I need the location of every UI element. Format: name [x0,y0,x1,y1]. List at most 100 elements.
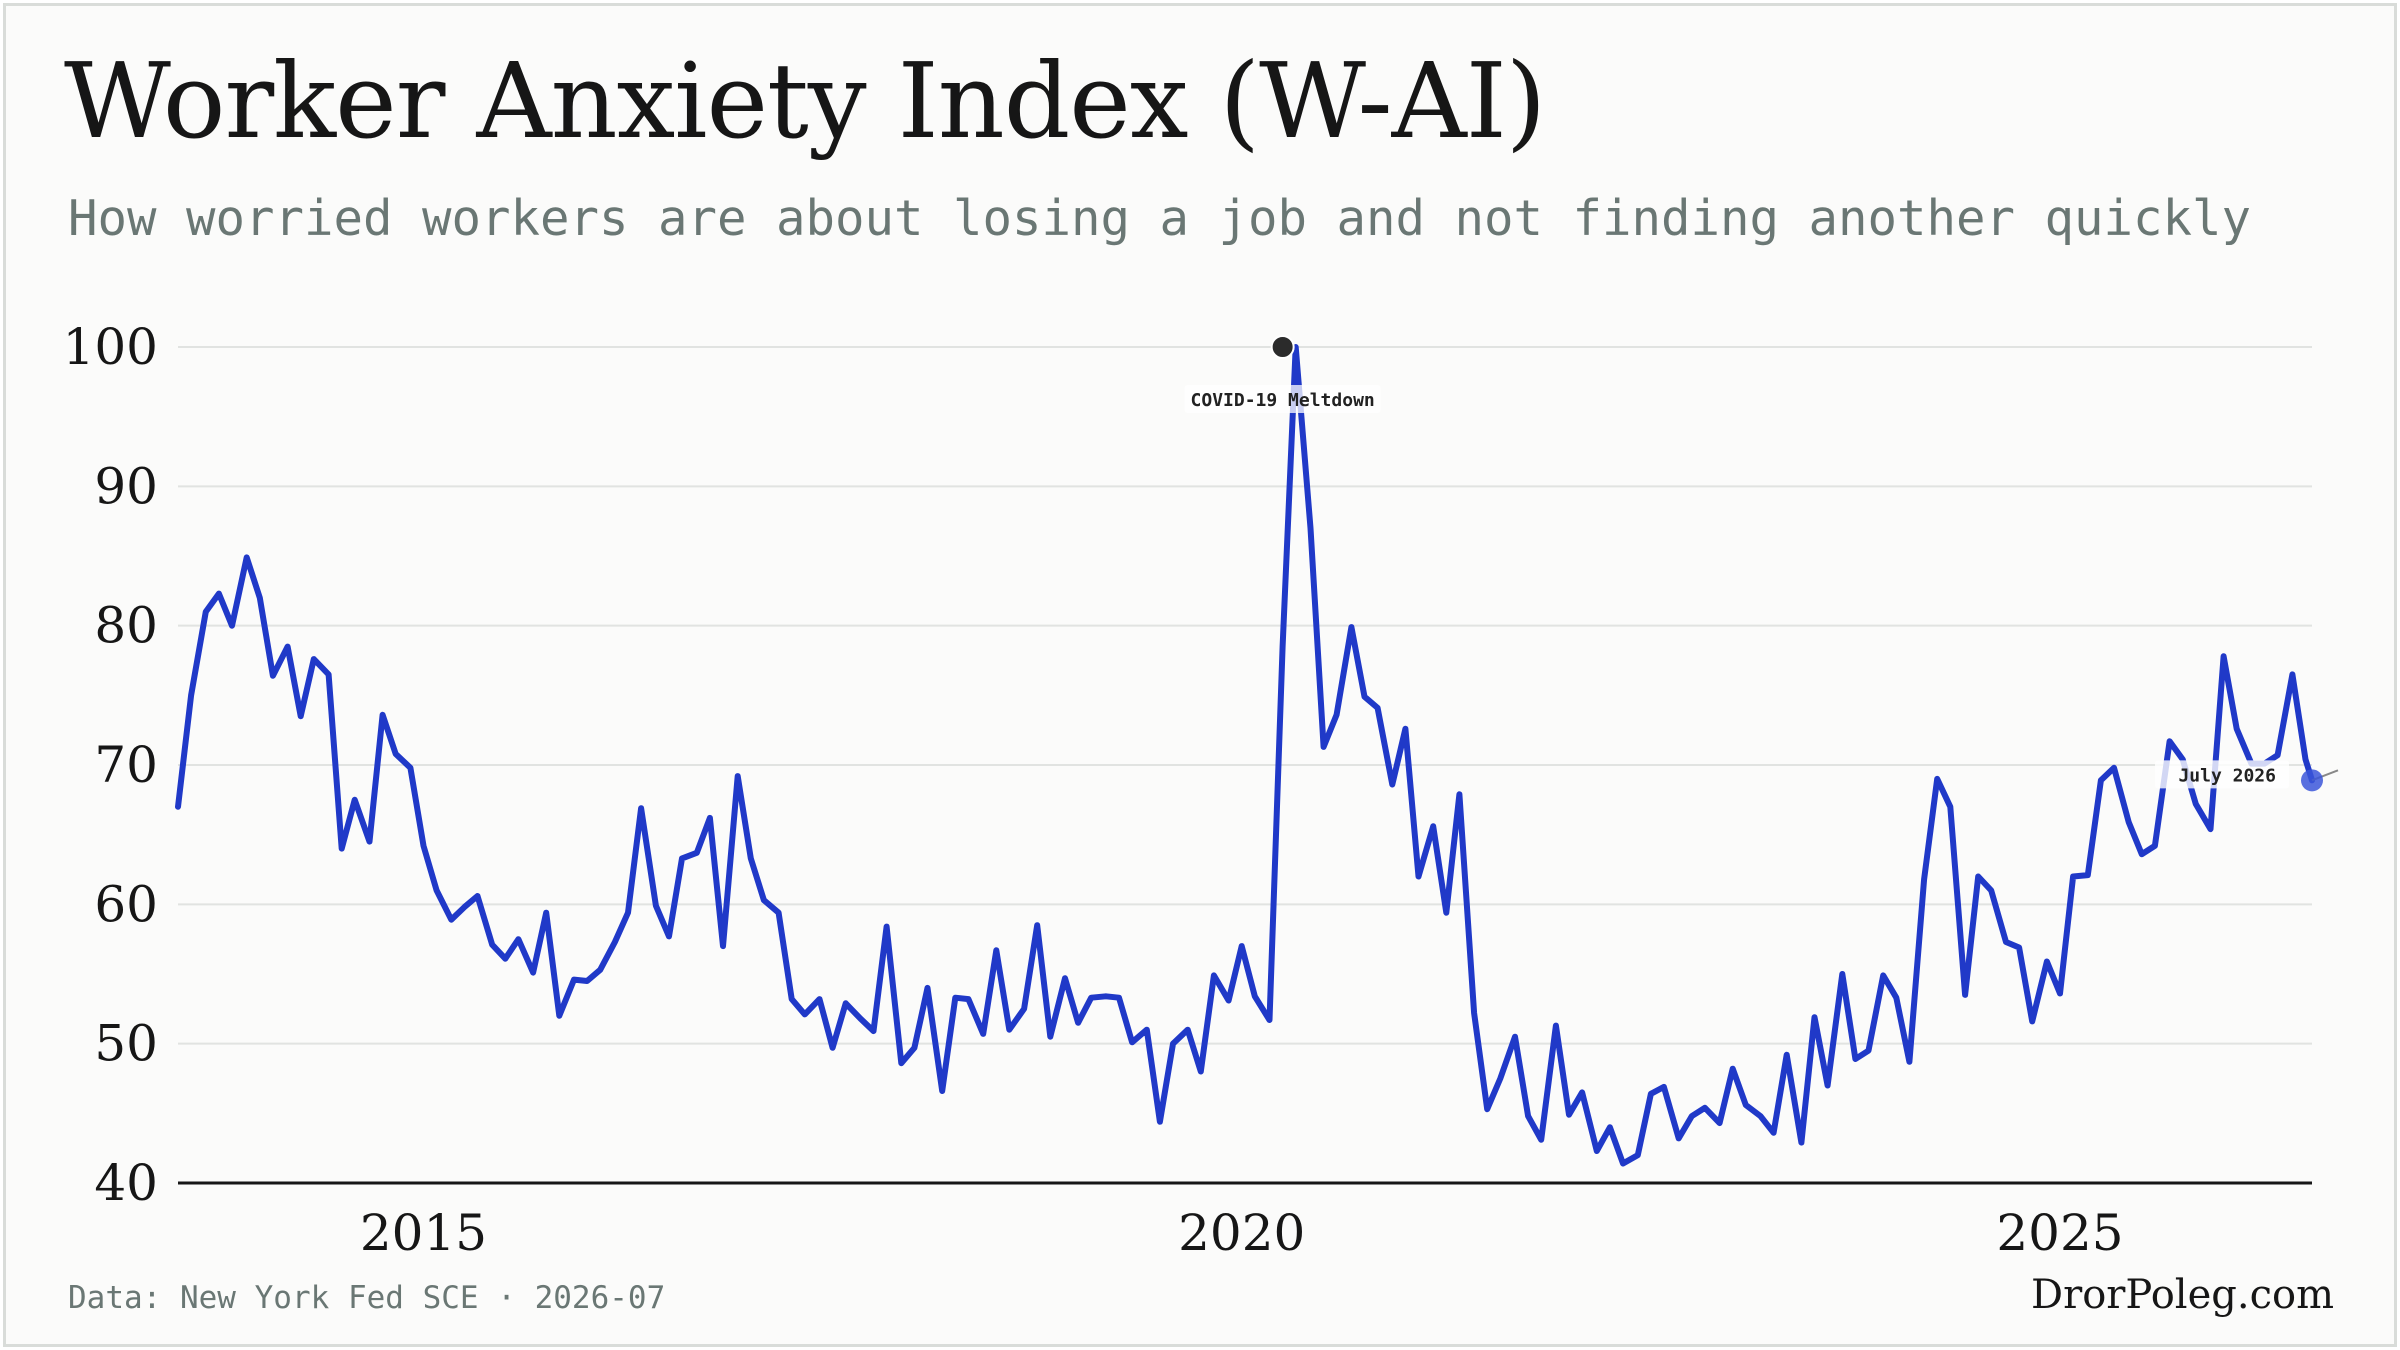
data-point [1906,1059,1912,1065]
data-point [1307,525,1313,531]
y-axis-ticks: 40 50 60 70 80 90 100 [63,318,158,1212]
data-point [939,1088,945,1094]
data-point [612,939,618,945]
data-point [1607,1124,1613,1130]
data-point [980,1031,986,1037]
data-point [857,1016,863,1022]
data-point [366,839,372,845]
data-point [1512,1034,1518,1040]
data-point [2044,958,2050,964]
data-point [1717,1120,1723,1126]
data-point [229,623,235,629]
data-point [1157,1119,1163,1125]
data-point [244,554,250,560]
data-point [2221,653,2227,659]
data-point [1034,922,1040,928]
data-point [776,910,782,916]
data-point [625,910,631,916]
data-point [1129,1039,1135,1045]
x-axis-ticks: 2015 2020 2025 [360,1204,2124,1262]
data-point [1620,1160,1626,1166]
data-point [720,943,726,949]
data-point [461,904,467,910]
data-point [1730,1066,1736,1072]
data-point [434,887,440,893]
data-point [1975,873,1981,879]
data-point [1348,624,1354,630]
y-tick-label-70: 70 [94,736,158,794]
data-point [761,897,767,903]
data-point [584,978,590,984]
data-point [285,644,291,650]
data-point [1784,1052,1790,1058]
data-point [1497,1076,1503,1082]
data-point [2111,765,2117,771]
data-point [1280,644,1286,650]
data-point [1893,995,1899,1001]
data-point [1648,1091,1654,1097]
data-point [1962,992,1968,998]
data-point [1170,1041,1176,1047]
data-point [380,712,386,718]
data-point [1443,910,1449,916]
data-point [326,671,332,677]
peak-annotation: COVID-19 Meltdown [1191,390,1375,411]
data-point [2139,851,2145,857]
data-point [2029,1018,2035,1024]
data-point [1988,887,1994,893]
data-point [817,996,823,1002]
data-point [1361,694,1367,700]
data-point [1456,791,1462,797]
data-point [543,910,549,916]
data-point [1021,1006,1027,1012]
data-point [2302,756,2308,762]
data-point [1594,1148,1600,1154]
data-point [474,893,480,899]
data-point [2070,873,2076,879]
data-point [965,996,971,1002]
x-tick-label-2020: 2020 [1178,1204,1305,1262]
peak-marker [1270,335,1295,359]
y-tick-label-60: 60 [94,875,158,933]
data-point [925,985,931,991]
data-point [2003,939,2009,945]
data-point [911,1045,917,1051]
data-point [1103,993,1109,999]
data-point [666,933,672,939]
data-point [1375,705,1381,711]
data-point [884,924,890,930]
data-point [830,1045,836,1051]
data-point [420,843,426,849]
data-point [311,656,317,662]
y-tick-label-40: 40 [94,1154,158,1212]
end-label-bg [2155,760,2289,789]
data-point [952,995,958,1001]
data-point [216,591,222,597]
data-point [1430,823,1436,829]
y-tick-label-50: 50 [94,1015,158,1073]
gridlines [178,346,2312,1045]
data-point [1566,1112,1572,1118]
data-point [1947,804,1953,810]
data-point [1252,993,1258,999]
data-point [993,947,999,953]
y-tick-label-80: 80 [94,597,158,655]
data-point [653,903,659,909]
data-point [789,996,795,1002]
source-note: Data: New York Fed SCE · 2026-07 [68,1280,666,1316]
data-point [1062,975,1068,981]
data-point [1771,1130,1777,1136]
data-point [2126,819,2132,825]
data-point [1321,744,1327,750]
data-point [515,936,521,942]
data-point [2085,872,2091,878]
data-point [1635,1152,1641,1158]
data-point [1006,1027,1012,1033]
data-point [339,846,345,852]
data-point [2275,752,2281,758]
data-point [1402,726,1408,732]
data-point [1471,1010,1477,1016]
data-point [1579,1089,1585,1095]
data-point [638,805,644,811]
